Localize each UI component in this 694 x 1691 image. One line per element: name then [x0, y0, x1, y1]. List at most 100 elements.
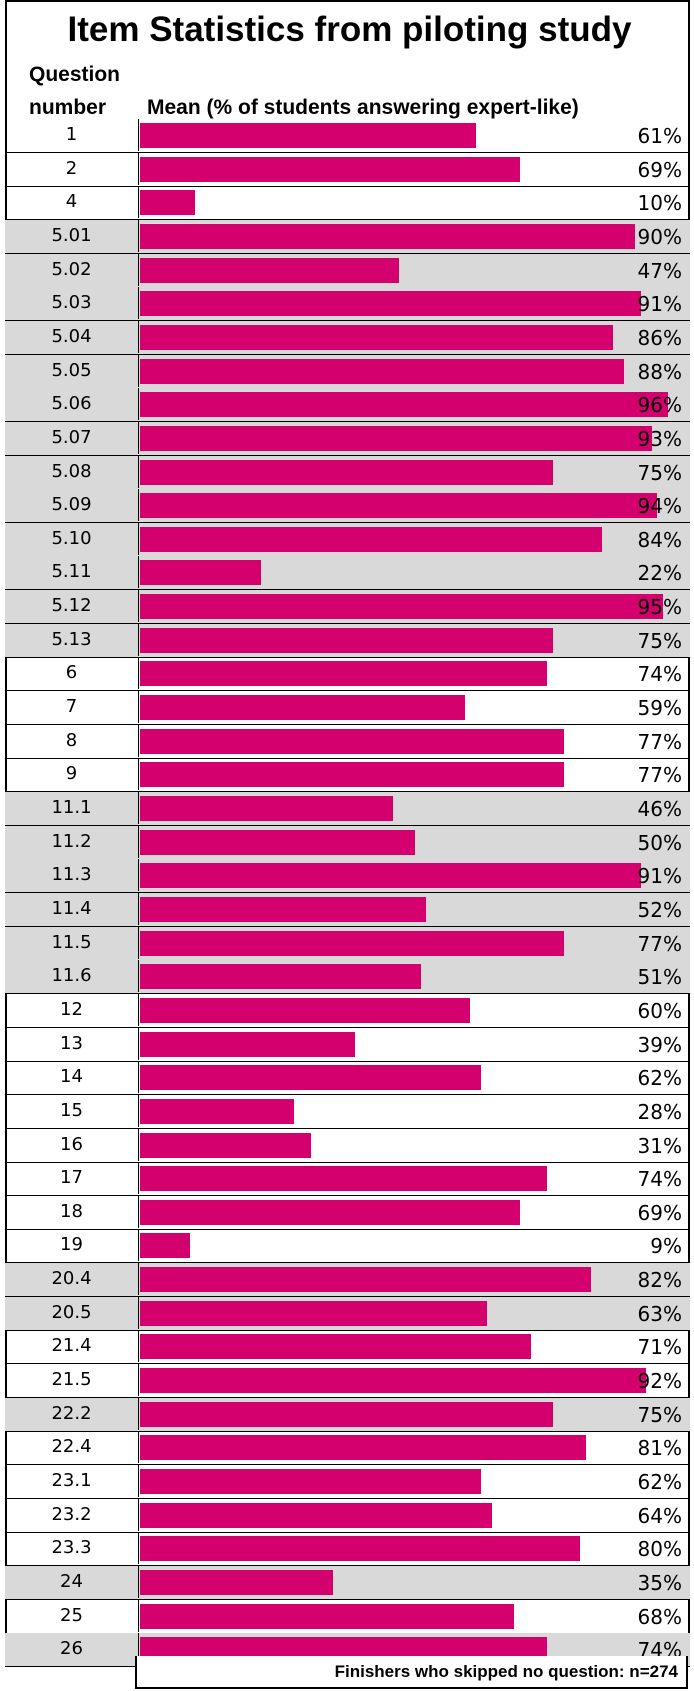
percent-label: 77%: [637, 763, 682, 788]
table-row: 17 74%: [5, 1162, 690, 1197]
mean-header: Mean (% of students answering expert-lik…: [147, 96, 579, 119]
table-row: 23.1 62%: [5, 1465, 690, 1499]
question-number: 16: [5, 1128, 139, 1161]
table-row: 20.5 63%: [5, 1296, 690, 1331]
table-row: 16 31%: [5, 1128, 690, 1163]
table-row: 12 60%: [5, 993, 690, 1028]
table-row: 7 59%: [5, 691, 690, 726]
table-row: 11.5 77%: [5, 926, 690, 961]
percent-label: 77%: [637, 931, 682, 956]
question-number: 22.4: [5, 1431, 139, 1464]
question-number: 5.11: [5, 556, 139, 589]
bar: [140, 1401, 553, 1427]
question-number: 5.13: [5, 623, 139, 656]
table-row: 23.3 80%: [5, 1532, 690, 1567]
table-row: 5.07 93%: [5, 421, 690, 456]
percent-label: 50%: [637, 830, 682, 855]
percent-label: 93%: [637, 426, 682, 451]
bar: [140, 1435, 586, 1461]
question-number: 11.2: [5, 825, 139, 858]
percent-label: 63%: [637, 1301, 682, 1326]
table-row: 6 74%: [5, 657, 690, 692]
footer-box: Finishers who skipped no question: n=274: [135, 1656, 688, 1689]
bar: [140, 997, 470, 1023]
percent-label: 94%: [637, 494, 682, 519]
bar: [140, 695, 465, 721]
table-row: 2 69%: [5, 152, 690, 187]
percent-label: 88%: [637, 359, 682, 384]
percent-label: 81%: [637, 1436, 682, 1461]
percent-label: 86%: [637, 325, 682, 350]
percent-label: 35%: [637, 1570, 682, 1595]
table-row: 9 77%: [5, 758, 690, 793]
question-number: 5.06: [5, 388, 139, 421]
table-row: 5.01 90%: [5, 219, 690, 254]
question-number: 15: [5, 1094, 139, 1127]
bar: [140, 223, 635, 249]
percent-label: 51%: [637, 965, 682, 990]
table-row: 5.02 47%: [5, 253, 690, 288]
question-number: 23.3: [5, 1532, 139, 1565]
table-row: 25 68%: [5, 1599, 690, 1634]
question-number: 5.07: [5, 421, 139, 454]
table-row: 11.6 51%: [5, 960, 690, 995]
question-number: 12: [5, 993, 139, 1026]
percent-label: 92%: [637, 1369, 682, 1394]
bar: [140, 190, 195, 216]
bar: [140, 1300, 487, 1326]
percent-label: 80%: [637, 1537, 682, 1562]
question-number: 11.6: [5, 960, 139, 993]
bar: [140, 1065, 481, 1091]
table-row: 5.09 94%: [5, 489, 690, 524]
percent-label: 82%: [637, 1268, 682, 1293]
bar: [140, 1536, 580, 1562]
question-number: 18: [5, 1195, 139, 1228]
table-row: 11.1 46%: [5, 792, 690, 826]
percent-label: 61%: [637, 124, 682, 148]
question-number: 25: [5, 1599, 139, 1632]
percent-label: 84%: [637, 527, 682, 552]
table-row: 22.2 75%: [5, 1397, 690, 1432]
question-number: 5.09: [5, 489, 139, 522]
question-header-line1: Question: [29, 63, 121, 86]
bar: [140, 358, 624, 384]
bar: [140, 1334, 531, 1360]
percent-label: 96%: [637, 393, 682, 418]
percent-label: 46%: [637, 797, 682, 821]
question-number: 11.4: [5, 892, 139, 925]
bar: [140, 964, 421, 990]
table-row: 5.05 88%: [5, 354, 690, 389]
question-number: 11.1: [5, 792, 139, 824]
question-number: 2: [5, 152, 139, 185]
percent-label: 90%: [637, 224, 682, 249]
bar: [140, 291, 641, 317]
percent-label: 69%: [637, 157, 682, 182]
table-row: 24 35%: [5, 1565, 690, 1600]
bar: [140, 123, 476, 148]
chart-title: Item Statistics from piloting study: [67, 10, 632, 49]
percent-label: 95%: [637, 595, 682, 620]
percent-label: 74%: [637, 662, 682, 687]
bar: [140, 627, 553, 653]
table-row: 18 69%: [5, 1195, 690, 1230]
percent-label: 22%: [637, 561, 682, 586]
bar: [140, 156, 520, 182]
percent-label: 68%: [637, 1604, 682, 1629]
bar: [140, 392, 668, 418]
percent-label: 31%: [637, 1133, 682, 1158]
question-number: 20.5: [5, 1296, 139, 1329]
question-number: 13: [5, 1027, 139, 1060]
question-number: 7: [5, 691, 139, 724]
table-row: 21.5 92%: [5, 1364, 690, 1399]
bar: [140, 257, 399, 283]
bar: [140, 796, 393, 821]
bar: [140, 930, 564, 956]
percent-label: 69%: [637, 1200, 682, 1225]
bar: [140, 1502, 492, 1528]
bar: [140, 324, 613, 350]
bar: [140, 493, 657, 519]
bar: [140, 762, 564, 788]
bar: [140, 1098, 294, 1124]
percent-label: 75%: [637, 1402, 682, 1427]
question-number: 26: [5, 1633, 139, 1666]
